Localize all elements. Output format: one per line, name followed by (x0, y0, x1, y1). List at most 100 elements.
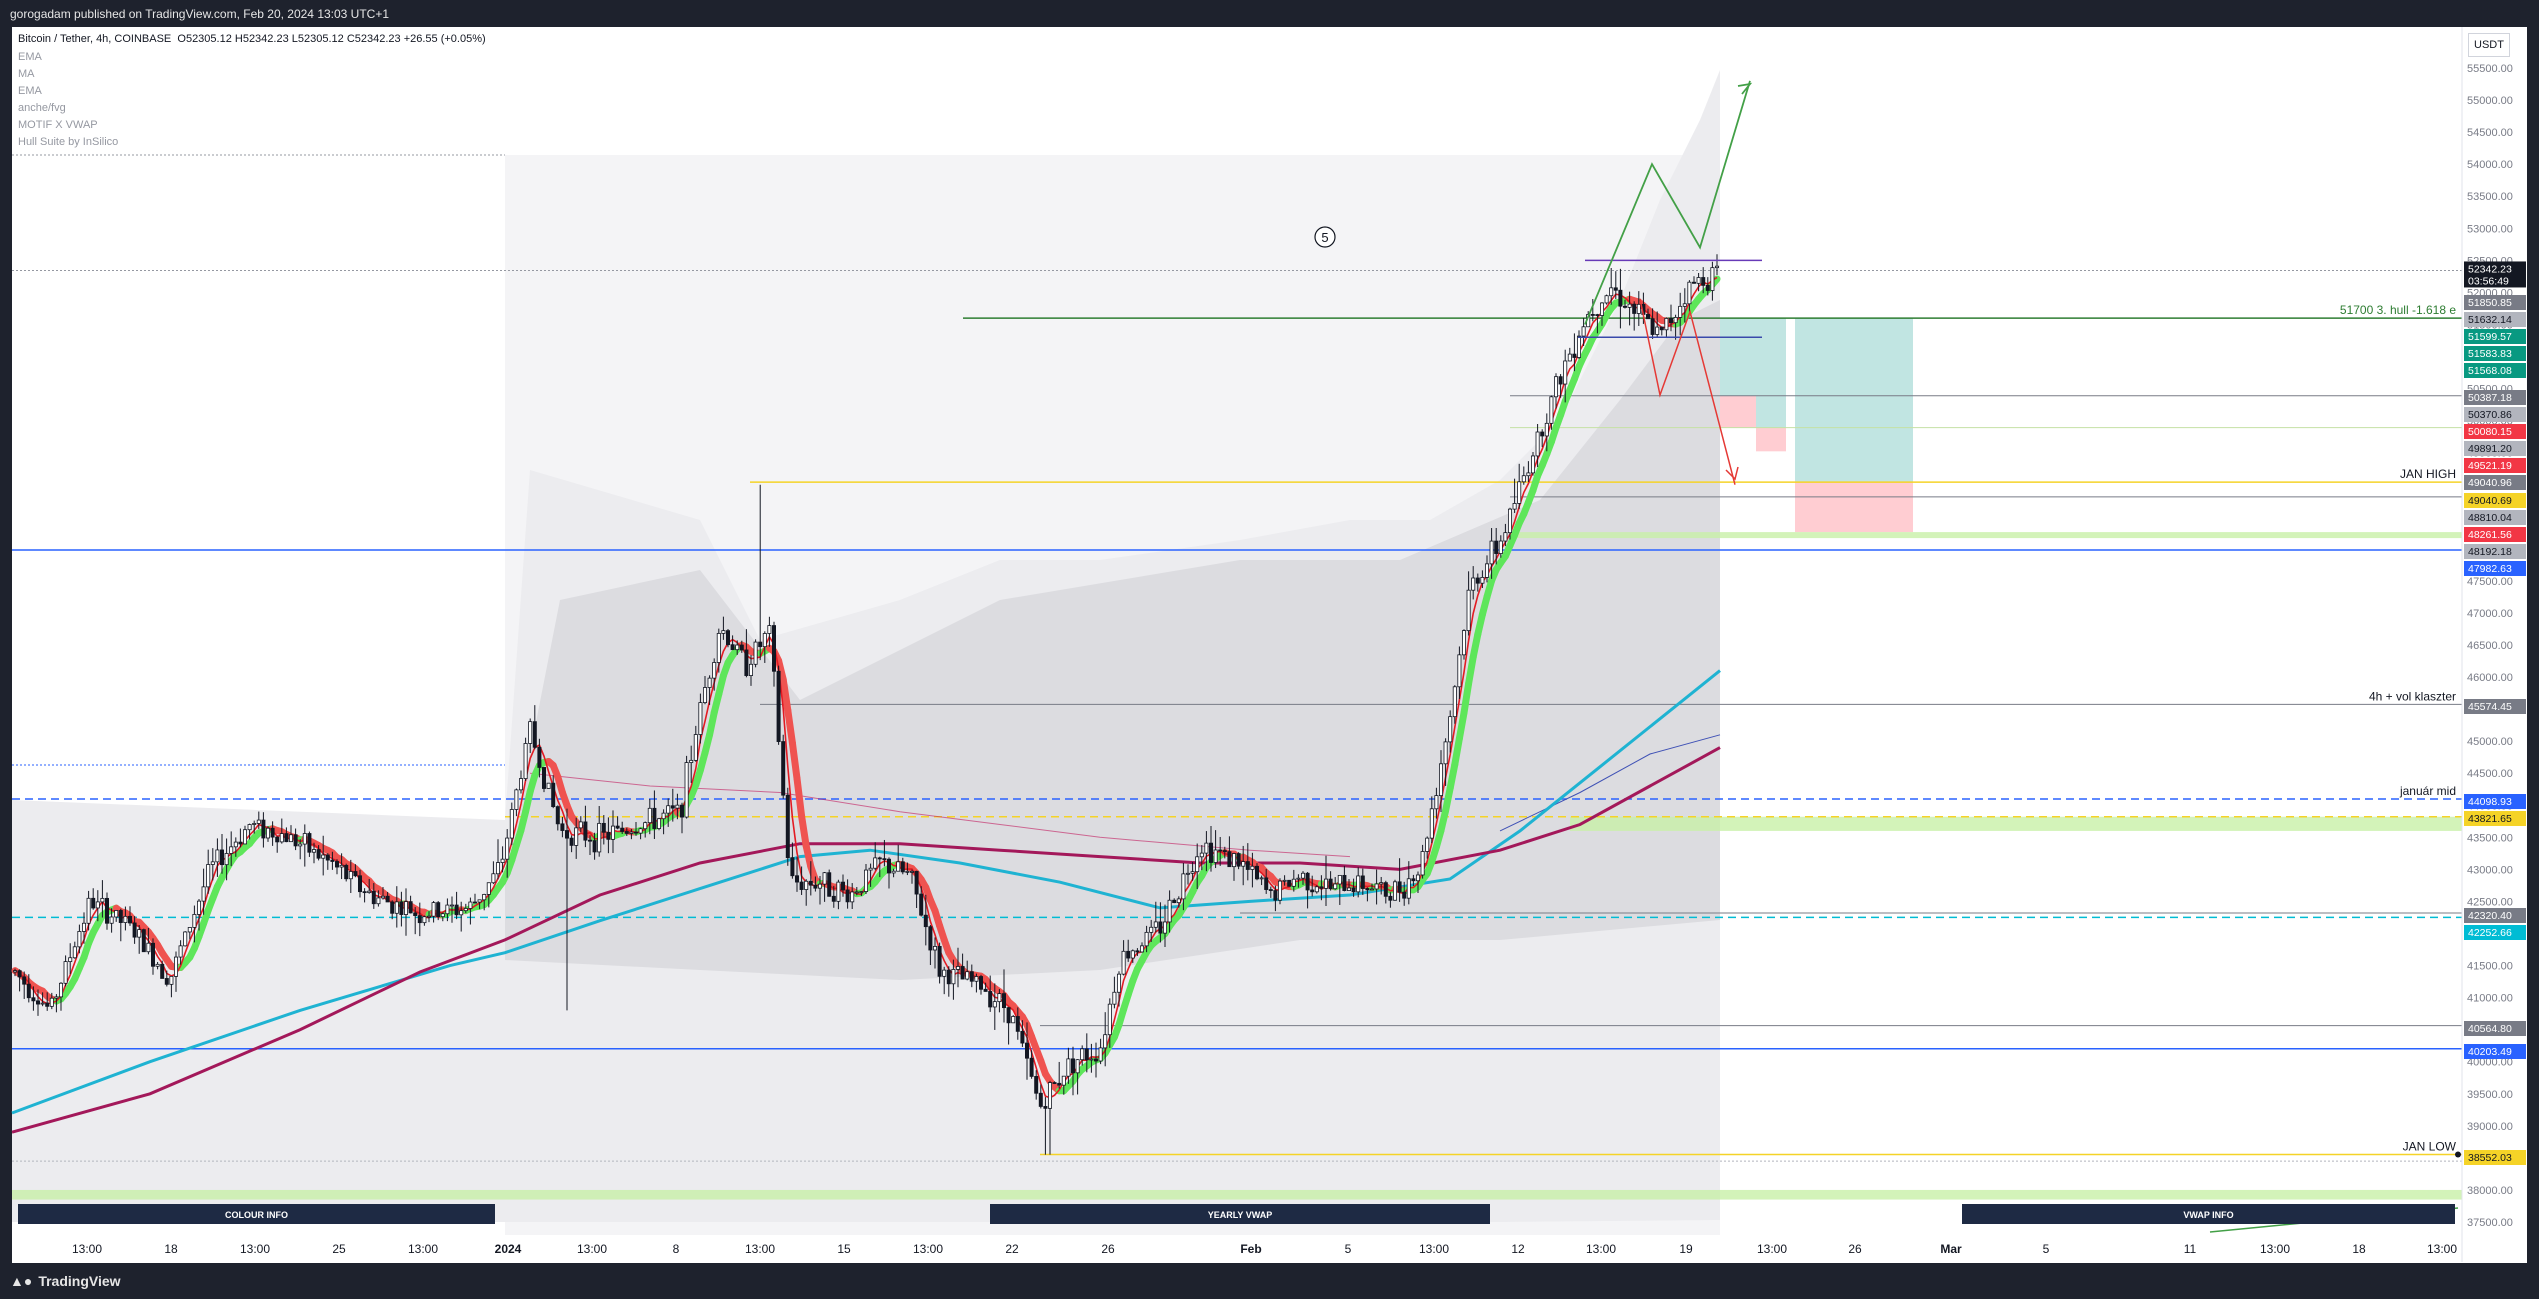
candle-body (1291, 878, 1296, 887)
candle-body (1646, 314, 1651, 320)
candle (1241, 845, 1246, 886)
candle (183, 931, 188, 947)
price-tag (2464, 699, 2526, 714)
candle (1245, 843, 1250, 881)
candle (1232, 852, 1237, 881)
candle (735, 640, 740, 655)
candle (546, 782, 551, 789)
candle (1554, 373, 1559, 409)
candle-body (1176, 898, 1181, 904)
candle-body (1245, 861, 1250, 870)
candle-body (1604, 295, 1609, 304)
candle (302, 824, 307, 867)
candle-body (1710, 267, 1715, 291)
candle (1222, 846, 1227, 859)
candle (1144, 925, 1149, 953)
candle (827, 869, 832, 897)
candle (1337, 874, 1342, 905)
candle (472, 893, 477, 904)
price-tag (2464, 925, 2526, 940)
candle-body (661, 812, 666, 820)
candle-body (721, 630, 726, 634)
candle-body (1250, 865, 1255, 870)
candle-body (680, 804, 685, 818)
candle-body (1526, 472, 1531, 477)
candle (1080, 1045, 1085, 1066)
y-tick-label: 39000.00 (2467, 1121, 2513, 1133)
candle-body (818, 883, 823, 889)
currency-button[interactable]: USDT (2468, 33, 2510, 57)
candle-body (82, 922, 87, 932)
candle-body (1448, 716, 1453, 743)
candle-body (449, 904, 454, 907)
candle-body (1379, 882, 1384, 885)
candle (1526, 461, 1531, 482)
indicator-ema-2[interactable]: EMA (18, 85, 42, 97)
candle (624, 827, 629, 836)
candle-body (1581, 326, 1586, 337)
candle (371, 883, 376, 909)
price-tag (2464, 908, 2526, 923)
candle-body (1328, 878, 1333, 890)
candle (1664, 317, 1669, 337)
candle (597, 806, 602, 857)
candle-body (620, 827, 625, 832)
candle (969, 964, 974, 988)
price-tag-value: 48261.56 (2468, 529, 2512, 541)
candle (1609, 267, 1614, 305)
candle-body (1471, 577, 1476, 591)
candle-body (169, 975, 174, 985)
candle-body (160, 963, 165, 979)
candle-body (270, 827, 275, 838)
candle (730, 635, 735, 651)
candle (1020, 1020, 1025, 1047)
candle (1692, 276, 1697, 284)
candle (1255, 863, 1260, 881)
candle (334, 859, 339, 875)
candle-body (937, 946, 942, 977)
candle-body (275, 836, 280, 843)
candle (1117, 971, 1122, 1007)
candle (164, 970, 169, 987)
hull-segment (1460, 680, 1473, 717)
candle (1034, 1070, 1039, 1100)
candle (459, 901, 464, 932)
candle-body (1595, 314, 1600, 316)
candle-body (491, 873, 496, 884)
candle-body (1521, 475, 1526, 483)
support-strip (1570, 816, 2462, 831)
indicator-ma[interactable]: MA (18, 68, 35, 80)
candle-body (482, 894, 487, 901)
candle-body (1692, 281, 1697, 284)
indicator-hull-suite[interactable]: Hull Suite by InSilico (18, 136, 119, 148)
indicator-ema-1[interactable]: EMA (18, 51, 42, 63)
indicator-motif-vwap[interactable]: MOTIF X VWAP (18, 119, 98, 131)
candle (385, 892, 390, 903)
candle (983, 982, 988, 992)
candle-body (983, 988, 988, 992)
candle (680, 802, 685, 834)
candle (95, 890, 100, 922)
candle-body (974, 976, 979, 982)
candle (1669, 304, 1674, 332)
candle-body (1204, 842, 1209, 854)
candle-body (735, 644, 740, 651)
y-tick-label: 40000.00 (2467, 1057, 2513, 1069)
candle-body (555, 806, 560, 825)
candle-body (219, 849, 224, 866)
price-tag-value: 51850.85 (2468, 297, 2512, 309)
tradingview-logo[interactable]: ▲● TradingView (10, 1273, 121, 1289)
y-tick-label: 43000.00 (2467, 864, 2513, 876)
x-tick-label: 2024 (495, 1242, 522, 1256)
price-tag-value: 50387.18 (2468, 392, 2512, 404)
candle-body (1149, 926, 1154, 933)
candle-body (505, 837, 510, 860)
candle (1508, 507, 1513, 540)
candle-body (1324, 878, 1329, 889)
candle-body (1365, 888, 1370, 891)
candle (1429, 796, 1434, 844)
candle (1374, 869, 1379, 905)
indicator-anche-fvg[interactable]: anche/fvg (18, 102, 66, 114)
candle (362, 888, 367, 903)
